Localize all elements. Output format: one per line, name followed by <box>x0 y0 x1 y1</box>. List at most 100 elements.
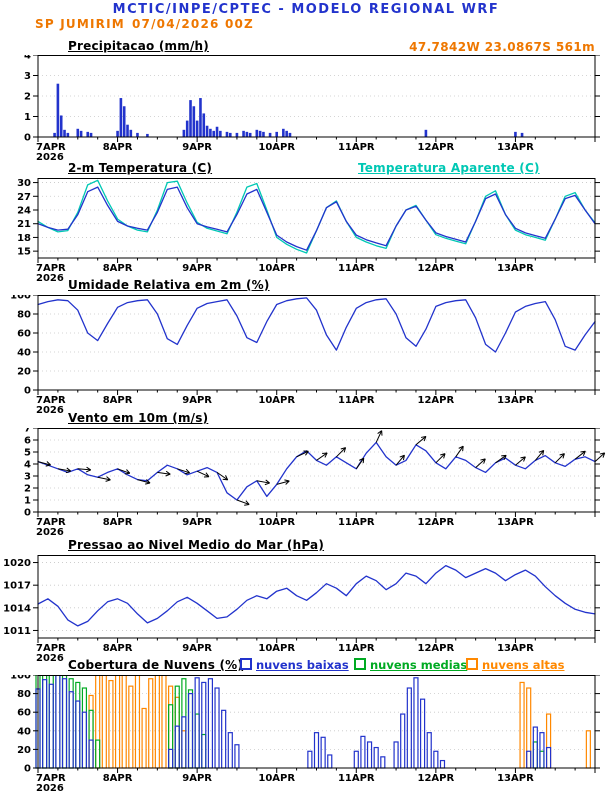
rh2m-line <box>38 298 595 352</box>
precip-bars <box>53 84 523 137</box>
x-tick-label: 11APR <box>338 773 375 784</box>
x-tick-label: 8APR <box>103 395 133 406</box>
x-tick-year-label: 2026 <box>36 152 64 163</box>
y-tick-label: 4 <box>24 55 31 62</box>
x-tick-label: 10APR <box>258 263 295 274</box>
x-tick-label: 8APR <box>103 517 133 528</box>
slp-line <box>38 566 595 626</box>
y-tick-label: 1 <box>24 496 31 507</box>
x-tick-year-label: 2026 <box>36 405 64 416</box>
y-tick-label: 0 <box>24 386 31 397</box>
x-tick-label: 11APR <box>338 643 375 654</box>
y-tick-label: 1011 <box>3 626 31 637</box>
y-tick-label: 3 <box>24 472 31 483</box>
y-tick-label: 5 <box>24 448 31 459</box>
x-tick-label: 12APR <box>418 263 455 274</box>
temp2m-line <box>38 187 595 250</box>
temp2m-line <box>38 180 595 253</box>
x-tick-label: 13APR <box>497 142 534 153</box>
y-tick-label: 2 <box>24 92 31 103</box>
y-tick-label: 1017 <box>3 581 31 592</box>
x-tick-label: 11APR <box>338 395 375 406</box>
y-tick-label: 2 <box>24 484 31 495</box>
x-tick-label: 10APR <box>258 773 295 784</box>
x-tick-label: 10APR <box>258 517 295 528</box>
x-tick-label: 8APR <box>103 142 133 153</box>
x-tick-year-label: 2026 <box>36 273 64 284</box>
y-tick-label: 3 <box>24 71 31 82</box>
y-tick-label: 1 <box>24 112 31 123</box>
y-tick-label: 1020 <box>3 558 31 569</box>
x-tick-label: 12APR <box>418 773 455 784</box>
x-tick-year-label: 2026 <box>36 653 64 664</box>
y-tick-label: 24 <box>17 206 31 217</box>
wind-arrows <box>38 431 605 506</box>
y-tick-label: 60 <box>17 329 31 340</box>
y-tick-label: 0 <box>24 508 31 519</box>
x-tick-label: 11APR <box>338 142 375 153</box>
x-tick-year-label: 2026 <box>36 527 64 538</box>
x-tick-label: 10APR <box>258 395 295 406</box>
x-tick-label: 9APR <box>182 395 212 406</box>
station-name: SP JUMIRIM <box>35 17 125 31</box>
y-tick-label: 40 <box>17 348 31 359</box>
y-tick-label: 7 <box>24 428 31 435</box>
y-tick-label: 21 <box>17 219 31 230</box>
wind10m-line <box>38 442 595 500</box>
x-tick-label: 8APR <box>103 773 133 784</box>
y-tick-label: 40 <box>17 726 31 737</box>
y-tick-label: 1014 <box>3 603 31 614</box>
y-tick-label: 15 <box>17 247 31 258</box>
y-tick-label: 60 <box>17 708 31 719</box>
x-tick-label: 9APR <box>182 517 212 528</box>
x-tick-label: 13APR <box>497 773 534 784</box>
x-tick-label: 12APR <box>418 395 455 406</box>
x-tick-label: 12APR <box>418 643 455 654</box>
x-tick-label: 12APR <box>418 517 455 528</box>
y-tick-label: 27 <box>17 192 31 203</box>
x-tick-label: 10APR <box>258 142 295 153</box>
x-tick-label: 13APR <box>497 395 534 406</box>
run-datetime: 07/04/2026 00Z <box>132 17 254 31</box>
x-tick-label: 9APR <box>182 263 212 274</box>
cloud-bars-green <box>36 675 544 768</box>
x-tick-label: 13APR <box>497 263 534 274</box>
x-tick-label: 9APR <box>182 773 212 784</box>
y-tick-label: 80 <box>17 310 31 321</box>
y-tick-label: 6 <box>24 436 31 447</box>
y-tick-label: 80 <box>17 689 31 700</box>
x-tick-label: 10APR <box>258 643 295 654</box>
y-tick-label: 4 <box>24 460 31 471</box>
panel-title-precipitation: Precipitacao (mm/h) <box>68 39 209 53</box>
x-tick-label: 13APR <box>497 643 534 654</box>
y-tick-label: 100 <box>10 295 31 302</box>
y-tick-label: 20 <box>17 745 31 756</box>
y-tick-label: 30 <box>17 178 31 189</box>
x-tick-label: 8APR <box>103 643 133 654</box>
page-title: MCTIC/INPE/CPTEC - MODELO REGIONAL WRF <box>0 2 612 17</box>
y-tick-label: 100 <box>10 675 31 682</box>
x-tick-label: 13APR <box>497 517 534 528</box>
x-tick-label: 12APR <box>418 142 455 153</box>
y-tick-label: 18 <box>17 233 31 244</box>
y-tick-label: 20 <box>17 367 31 378</box>
y-tick-label: 0 <box>24 764 31 775</box>
cloud-bars-orange <box>89 675 590 768</box>
x-tick-label: 8APR <box>103 263 133 274</box>
x-tick-label: 11APR <box>338 263 375 274</box>
y-tick-label: 0 <box>24 133 31 144</box>
x-tick-label: 9APR <box>182 643 212 654</box>
x-tick-year-label: 2026 <box>36 783 64 794</box>
